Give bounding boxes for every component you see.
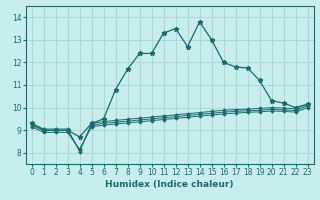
X-axis label: Humidex (Indice chaleur): Humidex (Indice chaleur) — [105, 180, 234, 189]
